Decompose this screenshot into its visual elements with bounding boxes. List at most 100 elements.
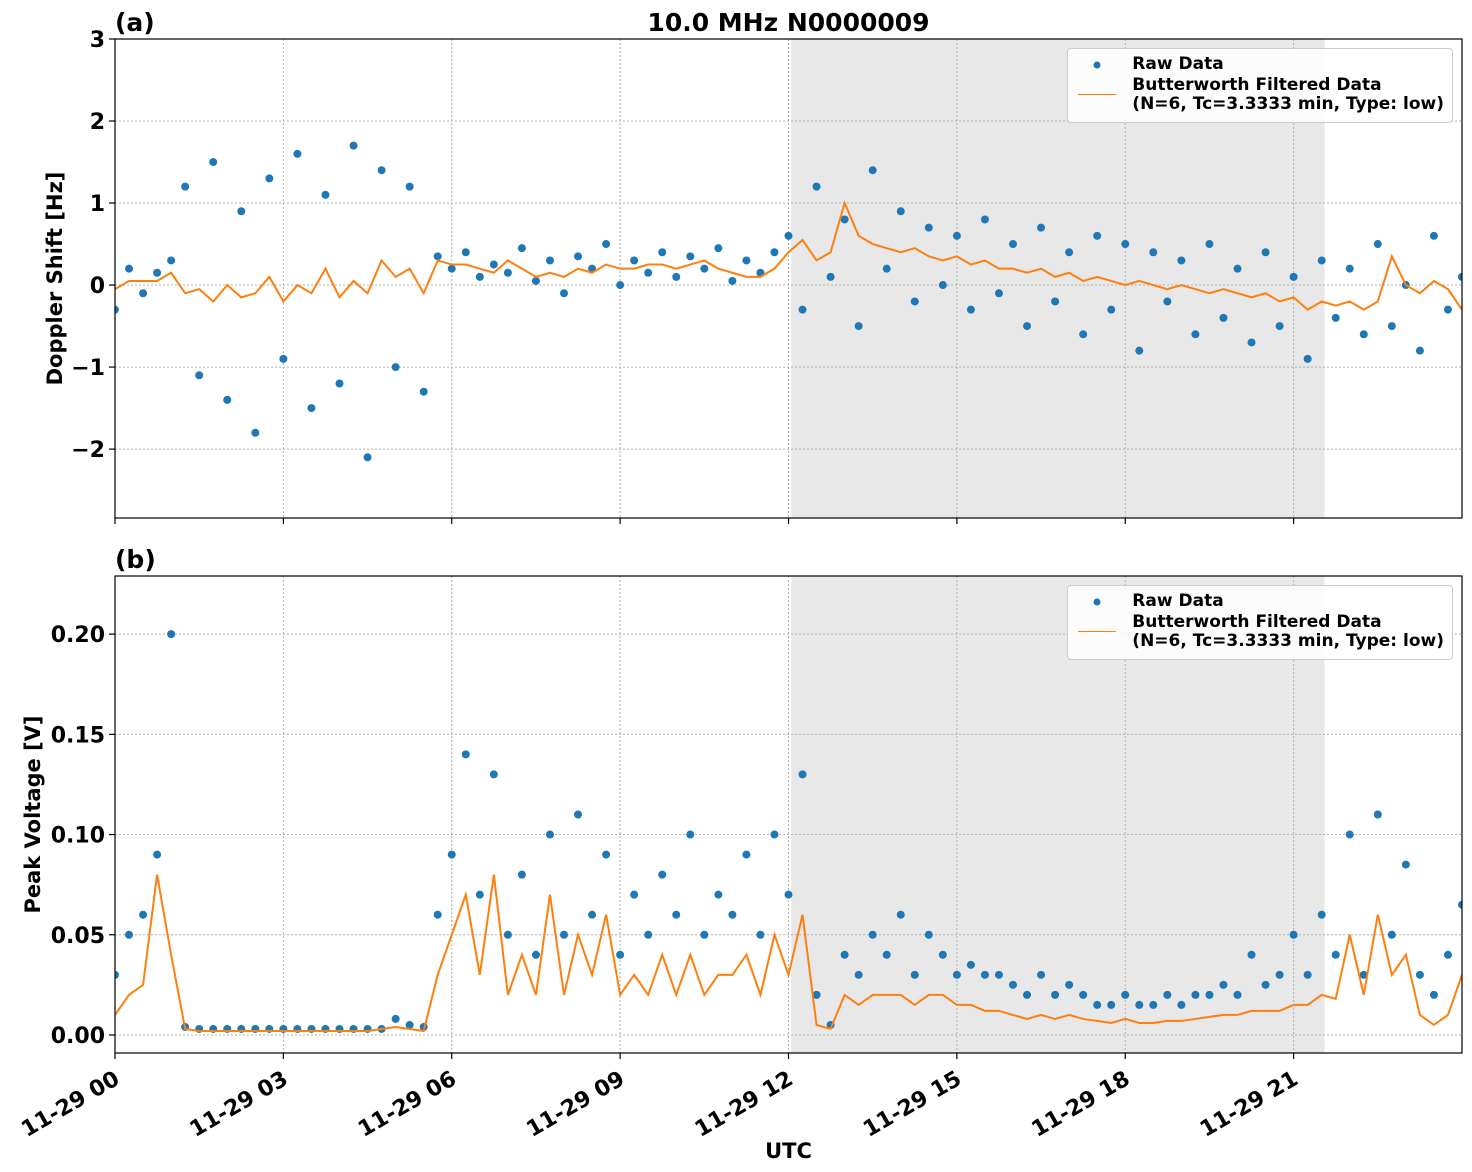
- raw-point: [1387, 930, 1396, 939]
- raw-point: [167, 256, 176, 265]
- raw-point: [910, 970, 919, 979]
- raw-point: [153, 850, 162, 859]
- raw-point: [1373, 240, 1382, 249]
- y-tick-label: 2: [90, 110, 105, 135]
- legend: Raw Data Butterworth Filtered Data (N=6, …: [1067, 585, 1453, 660]
- raw-point: [784, 890, 793, 899]
- raw-point: [644, 268, 653, 277]
- raw-point: [433, 252, 442, 261]
- raw-point: [1443, 950, 1452, 959]
- raw-point: [1149, 1000, 1158, 1009]
- raw-point: [1303, 354, 1312, 363]
- raw-point: [1121, 990, 1130, 999]
- raw-point: [1107, 1000, 1116, 1009]
- legend-label: Butterworth Filtered Data (N=6, Tc=3.333…: [1132, 612, 1444, 651]
- raw-point: [1401, 860, 1410, 869]
- raw-point: [784, 231, 793, 240]
- x-axis-label: UTC: [765, 1139, 812, 1163]
- raw-point: [854, 322, 863, 331]
- raw-point: [588, 910, 597, 919]
- y-tick-label: 0.00: [51, 1024, 105, 1049]
- raw-point: [1429, 990, 1438, 999]
- raw-point: [882, 264, 891, 273]
- legend-entry: Butterworth Filtered Data (N=6, Tc=3.333…: [1076, 76, 1444, 114]
- raw-point: [1219, 313, 1228, 322]
- raw-point: [335, 379, 344, 388]
- raw-point: [1191, 330, 1200, 339]
- raw-point: [1443, 305, 1452, 314]
- raw-point: [812, 182, 821, 191]
- x-tick-label: 11-29 12: [691, 1067, 798, 1143]
- raw-point: [209, 158, 218, 167]
- raw-point: [924, 223, 933, 232]
- raw-point: [1121, 240, 1130, 249]
- raw-point: [1458, 272, 1462, 281]
- raw-point: [1079, 330, 1088, 339]
- raw-point: [1051, 990, 1060, 999]
- raw-point: [686, 830, 695, 839]
- raw-point: [826, 272, 835, 281]
- raw-point: [630, 890, 639, 899]
- raw-point: [952, 231, 961, 240]
- chart-title: 10.0 MHz N0000009: [647, 8, 929, 37]
- raw-point: [1233, 264, 1242, 273]
- raw-point: [980, 970, 989, 979]
- raw-point: [391, 1014, 400, 1023]
- raw-point: [574, 810, 583, 819]
- raw-point: [181, 182, 190, 191]
- raw-point: [1415, 970, 1424, 979]
- axes-frame: [114, 575, 1463, 1054]
- legend-label: Butterworth Filtered Data (N=6, Tc=3.333…: [1132, 75, 1444, 114]
- raw-point: [966, 960, 975, 969]
- legend-key: [1093, 598, 1101, 606]
- raw-point: [419, 387, 428, 396]
- raw-point: [630, 256, 639, 265]
- raw-point: [672, 910, 681, 919]
- raw-point: [1135, 346, 1144, 355]
- y-tick-label: 0.05: [51, 924, 105, 949]
- panel-label: (a): [115, 8, 155, 37]
- raw-point: [139, 289, 148, 298]
- raw-point: [1023, 990, 1032, 999]
- panel-label: (b): [115, 545, 156, 574]
- raw-point: [1023, 322, 1032, 331]
- raw-point: [475, 272, 484, 281]
- raw-point: [896, 910, 905, 919]
- raw-point: [377, 166, 386, 175]
- raw-point: [1275, 322, 1284, 331]
- legend-marker: [1093, 61, 1101, 69]
- raw-point: [574, 252, 583, 261]
- raw-point: [363, 453, 372, 462]
- raw-point: [840, 950, 849, 959]
- raw-point: [1331, 313, 1340, 322]
- raw-point: [1317, 910, 1326, 919]
- raw-point: [714, 890, 723, 899]
- raw-point: [1037, 223, 1046, 232]
- raw-point: [728, 276, 737, 285]
- raw-point: [1317, 256, 1326, 265]
- raw-point: [1429, 231, 1438, 240]
- raw-point: [139, 910, 148, 919]
- raw-point: [1009, 240, 1017, 249]
- raw-point: [1065, 980, 1074, 989]
- raw-point: [1205, 990, 1214, 999]
- raw-point: [293, 149, 302, 158]
- x-tick-label: 11-29 00: [17, 1067, 124, 1143]
- x-tick-label: 11-29 06: [354, 1067, 461, 1143]
- raw-point: [798, 770, 807, 779]
- raw-point: [1065, 248, 1074, 257]
- raw-point: [770, 830, 779, 839]
- raw-point: [1149, 248, 1158, 257]
- raw-point: [658, 248, 667, 257]
- raw-point: [223, 395, 232, 404]
- raw-point: [461, 750, 470, 759]
- raw-point: [531, 950, 540, 959]
- y-tick-label: 0.15: [51, 723, 105, 748]
- raw-point: [812, 990, 821, 999]
- y-axis-label: Peak Voltage [V]: [21, 715, 45, 913]
- raw-point: [1289, 272, 1298, 281]
- y-tick-label: 0.10: [51, 824, 105, 849]
- legend-entry: Raw Data: [1076, 592, 1444, 611]
- raw-point: [545, 830, 554, 839]
- raw-point: [391, 363, 400, 372]
